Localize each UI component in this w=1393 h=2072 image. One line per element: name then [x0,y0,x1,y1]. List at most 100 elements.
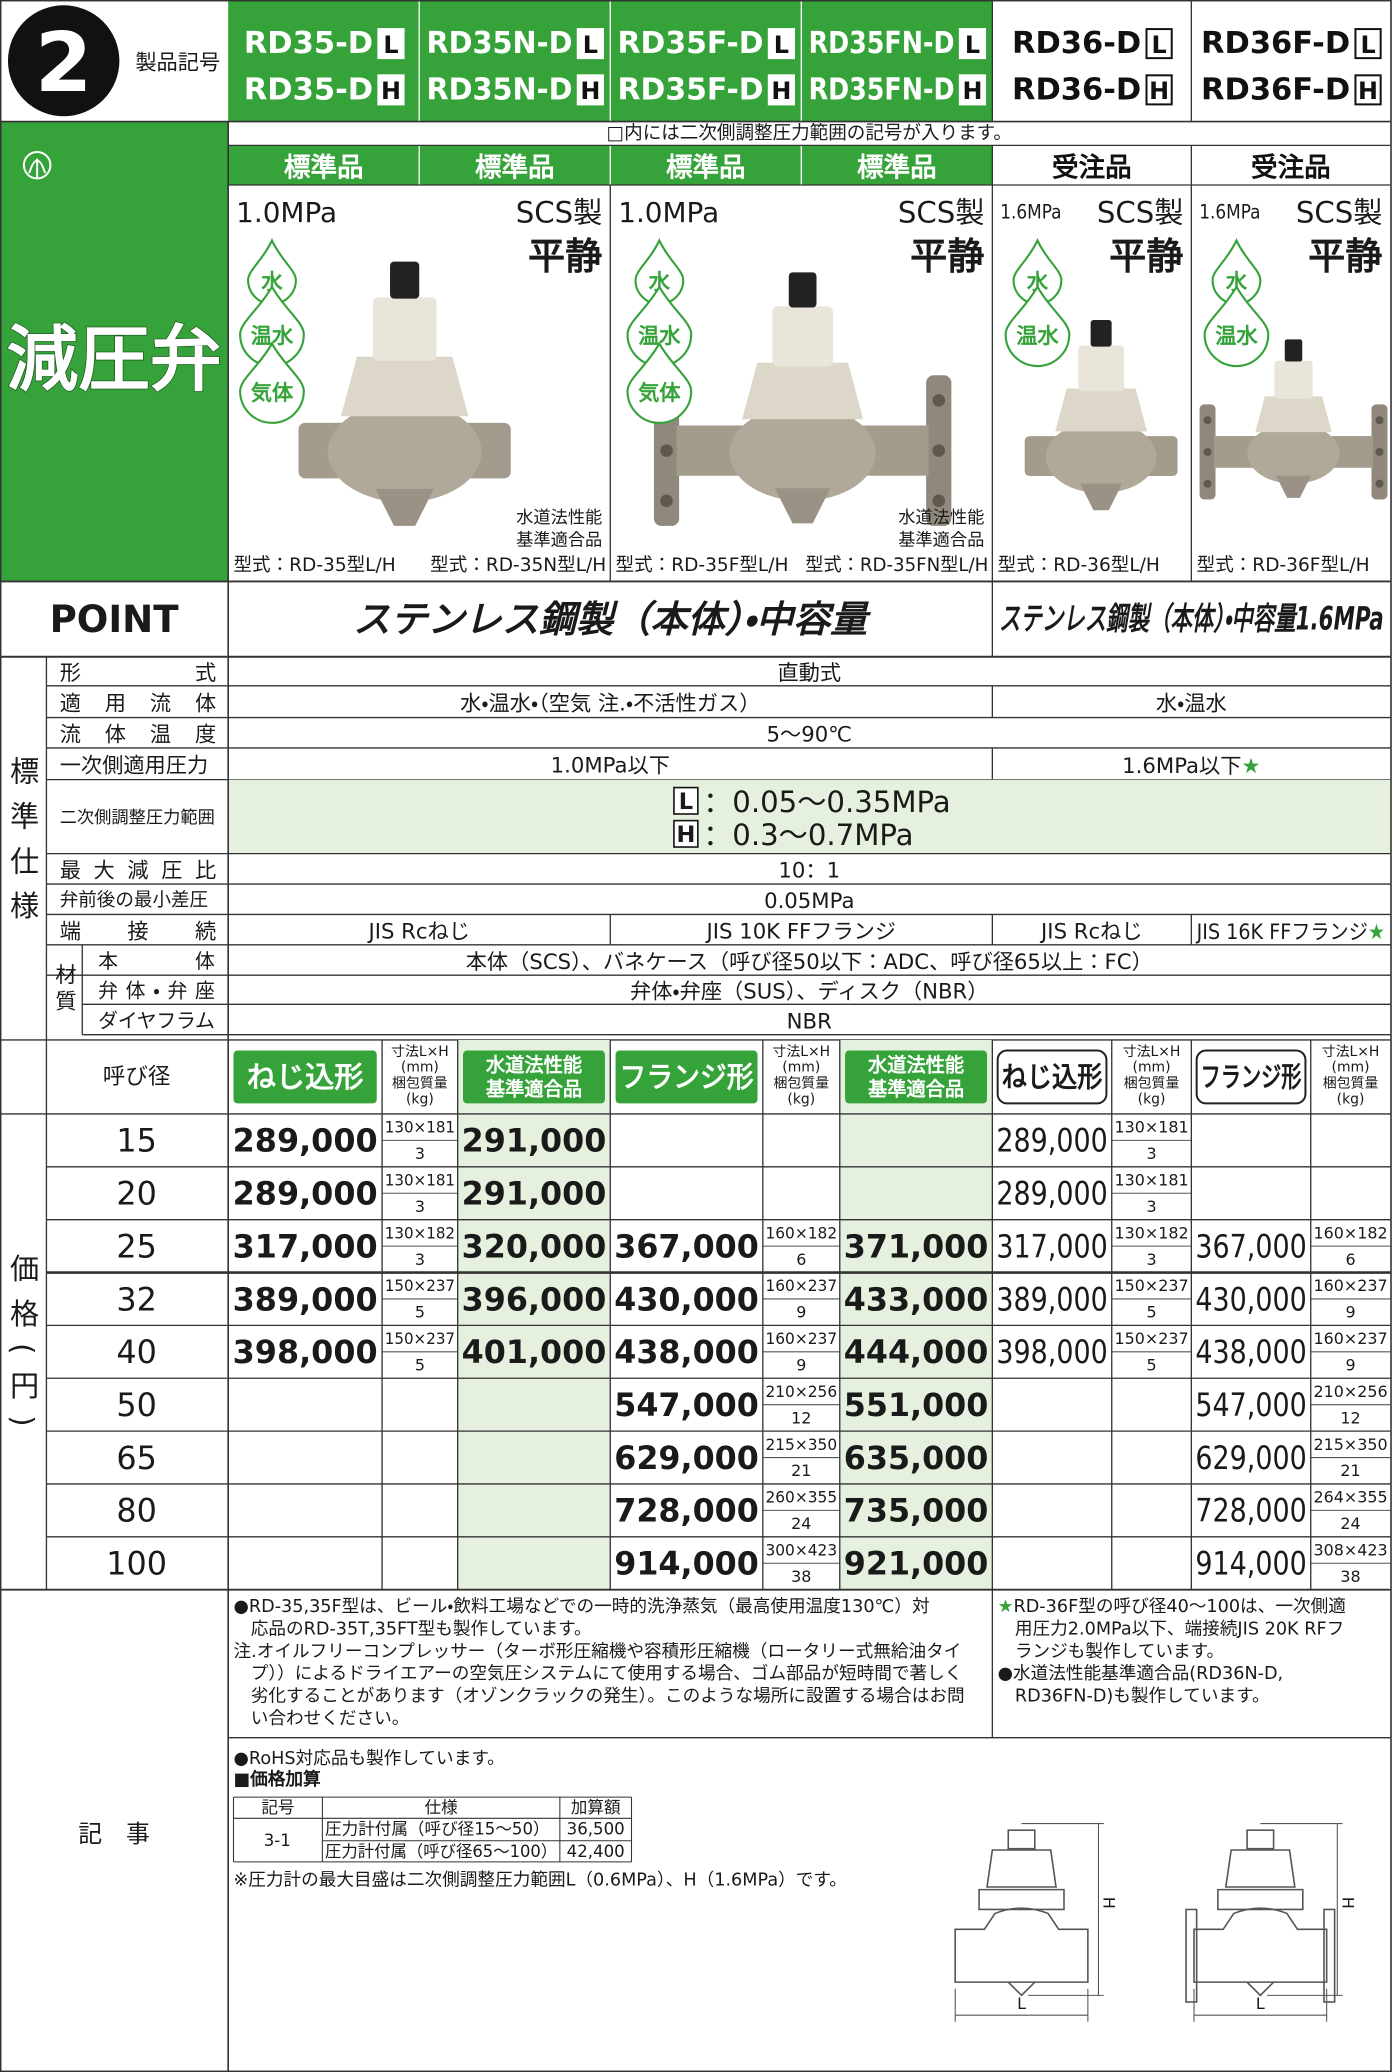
price: 398,000 [233,1335,378,1371]
valve-spring-case [372,297,437,361]
valve-cap [1090,319,1112,347]
range-value: ：0.05〜0.35MPa [703,785,951,819]
code-letter-box [767,74,796,106]
point-label: POINT [50,598,180,641]
price: 430,000 [1195,1282,1306,1318]
valve-spring-case [772,306,833,367]
brand: 平静 [528,235,602,278]
section-label: 標準仕様 [6,755,40,935]
fluid-label: 温水 [1215,323,1258,348]
spec-value: 水・温水・（空気 注.・不活性ガス） [460,691,760,716]
dimension-header: 寸法L×H [391,1044,449,1060]
diagram-dimension [1193,1823,1343,2022]
weight: 6 [1345,1250,1355,1269]
header-badge [845,1050,988,1104]
valve-bonnet [1055,388,1147,432]
code-letter: H [580,77,600,105]
price: 444,000 [844,1335,989,1371]
diagram-body [1193,1907,1328,1997]
weight: 21 [1340,1461,1360,1480]
valve-bottom [1080,483,1123,511]
dimension-header: (mm) [1133,1060,1171,1076]
column-header: ねじ込形 [247,1060,364,1094]
range-letter-box [673,786,699,815]
diagram-bonnet [978,1849,1065,1911]
spec-label: ダイヤフラム [98,1009,215,1032]
price: 728,000 [1195,1494,1306,1530]
spec-value: JIS 10K FFフランジ [704,918,896,943]
note-line: ランジも製作しています。 [1015,1642,1224,1662]
code-letter-box [576,74,604,106]
weight: 3 [1146,1197,1156,1216]
dimension-header: (mm) [401,1060,439,1076]
diagram-cap [1246,1829,1275,1850]
dimension-header: 梱包質量 [1124,1075,1180,1092]
note-line: 用圧力2.0MPa以下、端接続JIS 20K RFフ [1015,1619,1344,1639]
code-letter-box [1354,28,1382,60]
flange-bolt [1203,447,1212,456]
dimension-header: (kg) [1337,1091,1365,1107]
diagram-label: H [1100,1897,1119,1909]
code-letter-box [1145,28,1173,60]
spec-value: 本体（SCS）、バネケース（呼び径50以下：ADC、呼び径65以上：FC） [466,949,1153,974]
note-heading: ■価格加算 [233,1769,321,1790]
flange-bolt [1203,479,1212,488]
spec-label: 最大減圧比 [60,858,217,883]
column-header: フランジ形 [620,1060,754,1094]
flange-bolt [1375,447,1384,456]
column-header: 基準適合品 [486,1077,582,1100]
code-letter: L [583,31,598,59]
code-letter-box [1145,74,1173,106]
diagram-label: H [1338,1897,1357,1909]
material: SCS製 [898,196,985,230]
dimension-header: 梱包質量 [773,1075,829,1092]
price: 289,000 [996,1177,1107,1213]
spec-value: 水・温水 [1156,691,1227,716]
spec-value: JIS 16K FFフランジ★ [1195,918,1385,943]
valve-bottom [1275,475,1312,498]
diagram-body [954,1907,1089,1997]
weight: 6 [796,1250,806,1269]
text-run: JIS 16K FFフランジ [1195,918,1368,943]
note-line: プ））によるドライエアーの空気圧システムにて使用する場合、ゴム部品が短時間で著し… [251,1663,963,1684]
valve-cap [390,261,420,299]
section-label: 価格(円) [6,1253,40,1443]
price: 401,000 [462,1335,607,1371]
code-letter-box [377,74,405,106]
price: 367,000 [1195,1229,1306,1265]
spec-value: 0.05MPa [764,888,854,913]
code-letter: L [1152,31,1167,59]
weight: 38 [1340,1567,1360,1586]
brand: 平静 [1109,235,1183,278]
dimensions: 160×182 [1314,1223,1388,1242]
price: 289,000 [233,1124,378,1160]
valve-illustration [653,272,952,526]
surcharge-amount: 36,500 [567,1819,625,1838]
weight: 5 [1146,1303,1156,1322]
note-line: 応品のRD-35T,35FT型も製作しています。 [251,1619,592,1639]
spec-label: 弁体・弁座 [98,980,215,1003]
valve-body [729,405,876,501]
dimensions: 150×237 [385,1329,455,1348]
weight: 24 [1340,1514,1360,1533]
model-label: 型式：RD-35型L/H [233,555,395,576]
size-header: 呼び径 [103,1064,171,1090]
fluid-label: 温水 [1016,323,1059,348]
spec-value: NBR [787,1008,832,1033]
dimension-header: 梱包質量 [1323,1075,1379,1092]
pressure-rating: 1.0MPa [236,196,337,229]
nominal-size: 100 [106,1547,167,1583]
dimensions: 215×350 [1314,1435,1388,1454]
valve-cap [1284,339,1303,362]
spec-value: 1.0MPa以下 [551,753,670,778]
range-letter: H [676,822,695,848]
price: 396,000 [462,1282,607,1318]
weight: 3 [415,1250,425,1269]
fluid-label: 水 [1026,269,1049,294]
valve-illustration [1024,319,1178,511]
header-badge [615,1050,758,1104]
diagram-bonnet [1217,1849,1304,1911]
nominal-size: 25 [116,1229,157,1265]
product-code: RD36F-D [1201,72,1350,107]
